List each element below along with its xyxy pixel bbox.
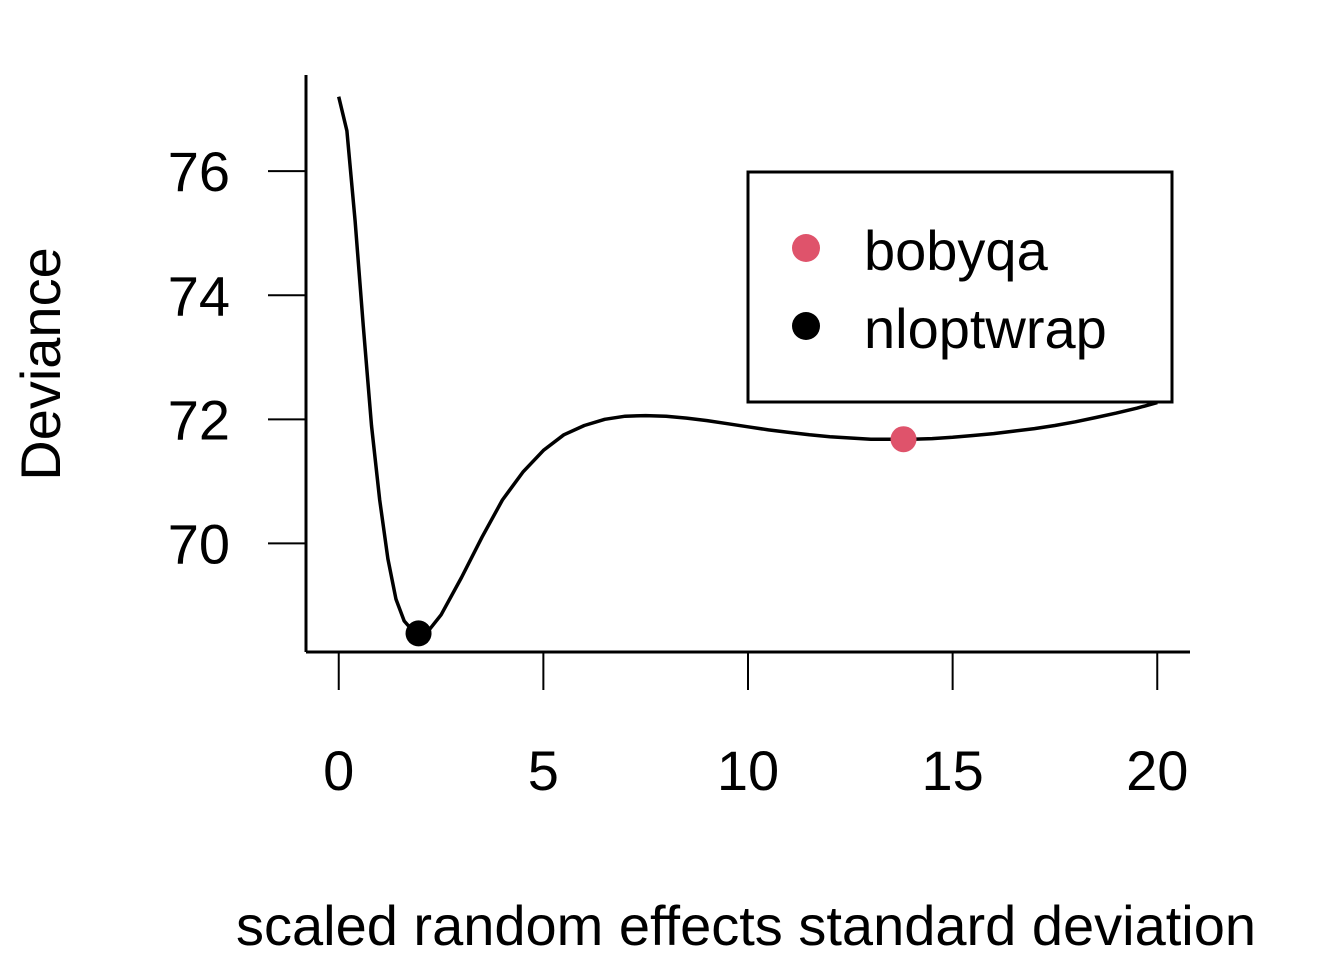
y-axis-title: Deviance [9,247,72,480]
deviance-curve [336,96,1158,636]
y-tick-label: 74 [168,264,230,327]
x-tick-label: 5 [528,739,559,802]
optimizer-points [405,426,917,647]
x-axis-title: scaled random effects standard deviation [236,894,1256,957]
y-axis-ticks: 70 72 74 76 [168,140,306,575]
y-tick-label: 70 [168,512,230,575]
x-axis-ticks: 0 5 10 15 20 [323,652,1188,802]
legend-label-nloptwrap: nloptwrap [864,297,1107,360]
x-tick-label: 10 [717,739,779,802]
legend-marker-bobyqa [792,234,820,262]
point-nloptwrap [405,620,432,647]
y-tick-label: 72 [168,388,230,451]
x-tick-label: 0 [323,739,354,802]
x-tick-label: 20 [1126,739,1188,802]
y-tick-label: 76 [168,140,230,203]
x-tick-label: 15 [921,739,983,802]
point-bobyqa [890,426,917,453]
legend-box [746,170,1174,404]
legend: bobyqa nloptwrap [746,170,1174,404]
legend-label-bobyqa: bobyqa [864,219,1049,282]
legend-marker-nloptwrap [792,312,820,340]
